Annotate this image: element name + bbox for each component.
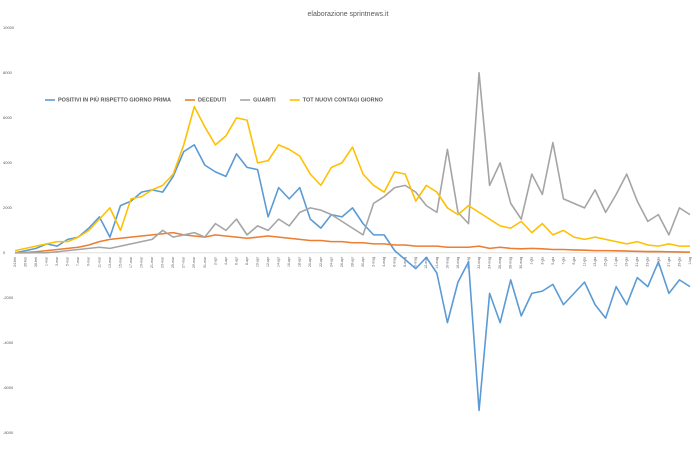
- x-tick-label: 21-mar: [150, 256, 154, 268]
- x-tick-label: 1-giu: [530, 257, 534, 265]
- x-tick-label: 11-mar: [97, 256, 101, 268]
- chart-title: elaborazione sprintnews.it: [308, 11, 389, 18]
- y-tick-label: -4000: [3, 340, 14, 345]
- x-tick-label: 11-giu: [582, 257, 586, 267]
- y-tick-label: 4000: [3, 160, 13, 165]
- y-tick-label: 2000: [3, 205, 13, 210]
- x-tick-label: 28-mag: [509, 257, 513, 269]
- x-tick-label: 6-apr: [234, 256, 238, 265]
- x-tick-label: 22-apr: [319, 256, 323, 267]
- x-tick-label: 2-mag: [372, 257, 376, 267]
- y-tick-label: 8000: [3, 70, 13, 75]
- x-tick-label: 17-mar: [129, 256, 133, 268]
- x-tick-label: 17-giu: [614, 257, 618, 267]
- x-tick-label: 24-apr: [329, 256, 333, 267]
- series-line: [14, 231, 691, 254]
- x-tick-label: 6-mag: [393, 257, 397, 267]
- x-tick-label: 4-mag: [382, 257, 386, 267]
- x-tick-label: 29-mar: [192, 256, 196, 268]
- legend-label: GUARITI: [253, 97, 276, 103]
- x-tick-label: 16-apr: [287, 256, 291, 267]
- y-tick-label: 0: [3, 250, 6, 255]
- series-line: [14, 144, 691, 412]
- x-tick-label: 3-mar: [55, 256, 59, 266]
- x-tick-label: 5-giu: [551, 257, 555, 265]
- x-tick-label: 30-apr: [361, 256, 365, 267]
- x-tick-label: 18-mag: [456, 257, 460, 269]
- x-tick-label: 16-mag: [445, 257, 449, 269]
- y-tick-label: -6000: [3, 385, 14, 390]
- x-tick-label: 14-mag: [435, 257, 439, 269]
- series-line: [14, 105, 690, 252]
- x-tick-label: 1-mar: [45, 256, 49, 266]
- x-tick-label: 7-giu: [561, 257, 565, 265]
- x-tick-label: 25-mar: [171, 256, 175, 268]
- x-tick-label: 29-giu: [677, 257, 681, 267]
- x-tick-label: 14-apr: [277, 256, 281, 267]
- x-tick-label: 28-apr: [350, 256, 354, 267]
- x-tick-label: 26-mag: [498, 257, 502, 269]
- x-tick-label: 10-apr: [256, 256, 260, 267]
- x-tick-label: 21-giu: [635, 257, 639, 267]
- x-tick-label: 13-mar: [108, 256, 112, 268]
- x-tick-label: 27-giu: [667, 257, 671, 267]
- x-tick-label: 15-mar: [118, 256, 122, 268]
- x-tick-label: 30-mag: [519, 257, 523, 269]
- x-tick-label: 15-giu: [604, 257, 608, 267]
- x-tick-label: 24-feb: [13, 257, 17, 267]
- x-tick-label: 27-mar: [182, 256, 186, 268]
- legend-label: DECEDUTI: [198, 97, 227, 103]
- x-tick-label: 8-apr: [245, 256, 249, 265]
- x-tick-label: 3-giu: [540, 257, 544, 265]
- x-tick-label: 7-mar: [76, 256, 80, 266]
- x-tick-label: 12-apr: [266, 256, 270, 267]
- x-tick-label: 20-apr: [308, 256, 312, 267]
- series-line: [15, 72, 691, 254]
- x-tick-label: 31-mar: [203, 256, 207, 268]
- legend-label: TOT NUOVI CONTAGI GIORNO: [303, 97, 384, 103]
- x-tick-label: 5-mar: [66, 256, 70, 266]
- x-tick-label: 28-feb: [34, 257, 38, 267]
- x-tick-label: 12-mag: [424, 257, 428, 269]
- x-tick-label: 23-mar: [161, 256, 165, 268]
- x-tick-label: 26-feb: [23, 257, 27, 267]
- x-tick-label: 4-apr: [224, 256, 228, 265]
- y-tick-label: 10000: [3, 25, 15, 30]
- x-tick-label: 2-apr: [213, 256, 217, 265]
- x-tick-label: 13-giu: [593, 257, 597, 267]
- y-tick-label: 6000: [3, 115, 13, 120]
- x-tick-label: 8-mag: [403, 257, 407, 267]
- x-tick-label: 22-mag: [477, 257, 481, 269]
- legend-label: POSITIVI IN PIÙ RISPETTO GIORNO PRIMA: [58, 96, 171, 103]
- x-tick-label: 24-mag: [488, 257, 492, 269]
- x-tick-label: 10-mag: [414, 257, 418, 269]
- x-tick-label: 19-giu: [625, 257, 629, 267]
- x-tick-label: 1-lug: [688, 257, 692, 265]
- x-tick-label: 26-apr: [340, 256, 344, 267]
- x-tick-label: 23-giu: [646, 257, 650, 267]
- x-tick-label: 19-mar: [139, 256, 143, 268]
- y-tick-label: -8000: [3, 430, 14, 435]
- x-tick-label: 9-giu: [572, 257, 576, 265]
- x-tick-label: 9-mar: [87, 256, 91, 266]
- y-tick-label: -2000: [3, 295, 14, 300]
- x-tick-label: 18-apr: [298, 256, 302, 267]
